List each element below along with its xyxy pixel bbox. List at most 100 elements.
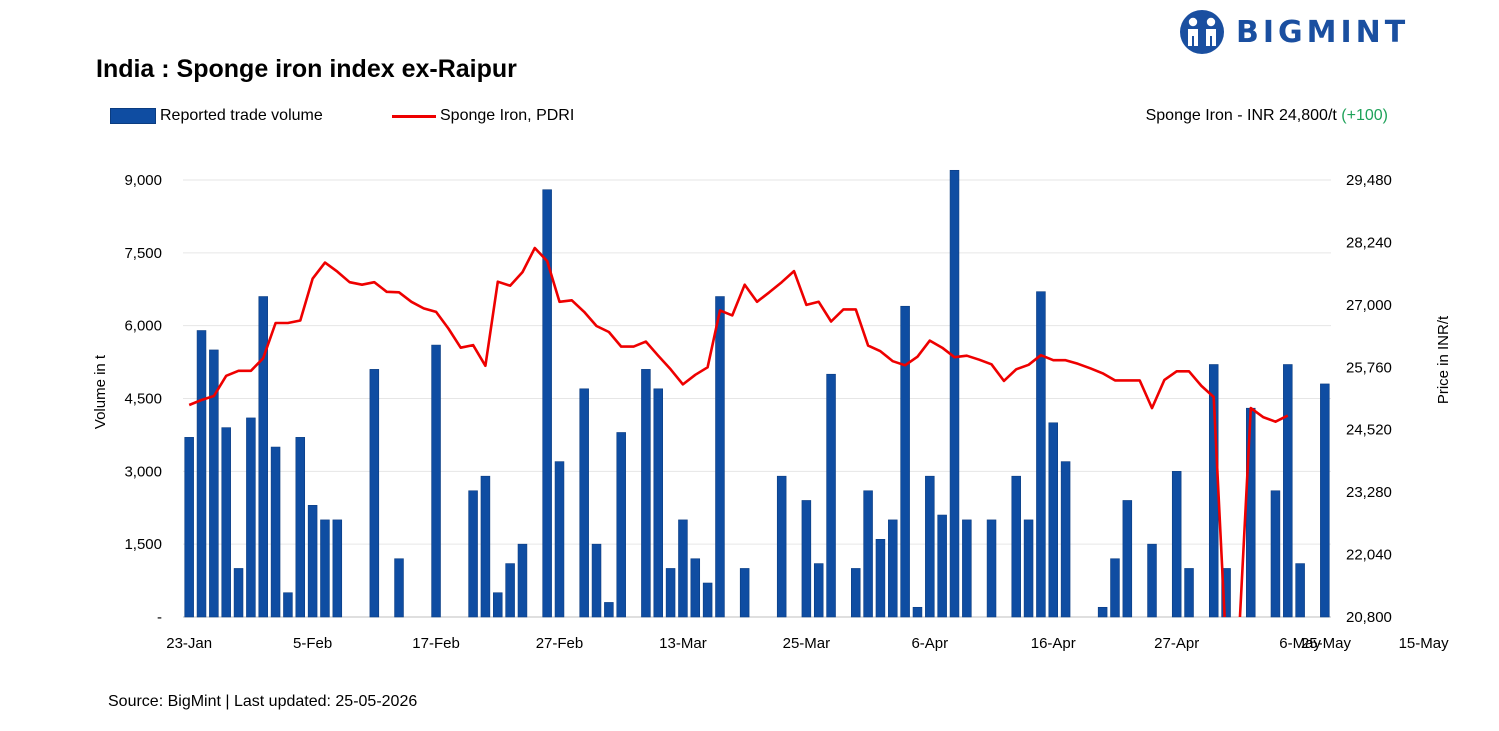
y-axis-label: Volume in t — [92, 354, 109, 429]
volume-bar — [912, 606, 923, 618]
y-tick-label: - — [157, 609, 162, 626]
volume-bar — [1147, 543, 1157, 618]
legend-line-swatch — [392, 114, 436, 118]
price-change: (+100) — [1341, 107, 1388, 124]
x-tick-label: 25-Mar — [783, 635, 831, 652]
volume-bar — [307, 505, 318, 618]
volume-bar — [394, 558, 404, 618]
volume-bar — [739, 568, 750, 618]
volume-bar — [813, 563, 824, 618]
volume-bar — [295, 437, 306, 618]
volume-bar — [221, 427, 231, 618]
volume-bar — [690, 558, 701, 618]
volume-bar — [1036, 291, 1046, 618]
volume-bar — [246, 417, 256, 618]
x-tick-label: 6-May — [1279, 635, 1321, 652]
volume-bar — [863, 490, 873, 618]
volume-bars — [184, 169, 1330, 618]
x-tick-label: 23-Jan — [166, 635, 212, 652]
legend-label-price: Sponge Iron, PDRI — [440, 107, 575, 124]
volume-bar — [196, 330, 207, 618]
volume-bar — [233, 568, 244, 618]
volume-bar — [332, 519, 343, 618]
volume-bar — [801, 500, 812, 618]
bigmint-logo-icon — [1180, 10, 1224, 54]
price-line-group — [188, 246, 1289, 617]
volume-bar — [925, 475, 935, 618]
volume-bar — [1122, 500, 1133, 618]
volume-bar — [702, 582, 713, 618]
volume-bar — [493, 592, 503, 618]
volume-bar — [1110, 558, 1120, 618]
gridlines — [183, 179, 1331, 618]
volume-bar — [851, 568, 861, 618]
y-tick-label: 6,000 — [124, 318, 162, 335]
volume-bar — [1295, 563, 1305, 618]
volume-bar — [184, 437, 194, 618]
legend-bar-swatch — [110, 108, 156, 124]
x-tick-label: 27-Feb — [536, 635, 584, 652]
volume-bar — [505, 563, 515, 618]
volume-bar — [517, 543, 528, 618]
y-tick-label: 4,500 — [124, 391, 162, 408]
y-tick-label: 9,000 — [124, 172, 162, 189]
x-tick-label: 17-Feb — [412, 635, 460, 652]
volume-bar — [258, 296, 268, 618]
volume-bar — [209, 349, 219, 618]
brand-logo: BIGMINT — [1178, 8, 1409, 56]
volume-bar — [776, 475, 787, 618]
volume-bar — [369, 369, 380, 618]
x-tick-label: 13-Mar — [659, 635, 707, 652]
volume-bar — [1023, 519, 1034, 618]
volume-bar — [542, 189, 552, 618]
volume-bar — [616, 432, 626, 618]
volume-bar — [468, 490, 478, 618]
volume-bar — [826, 373, 836, 618]
volume-bar — [900, 305, 910, 618]
legend-item-volume: Reported trade volume — [110, 107, 323, 125]
volume-bar — [949, 169, 960, 618]
x-tick-label: 25-May — [1301, 635, 1352, 652]
volume-bar — [986, 519, 997, 618]
volume-bar — [653, 388, 663, 618]
y2-tick-label: 29,480 — [1346, 172, 1392, 189]
volume-bar — [1097, 606, 1108, 618]
y2-tick-label: 23,280 — [1346, 484, 1392, 501]
volume-bar — [1320, 383, 1330, 618]
volume-bar — [641, 369, 651, 618]
volume-bar — [1011, 475, 1021, 618]
price-summary-text: Sponge Iron - INR 24,800/t — [1145, 107, 1337, 124]
legend-item-price: Sponge Iron, PDRI — [392, 107, 574, 125]
volume-bar — [1060, 461, 1071, 618]
y-tick-label: 1,500 — [124, 536, 162, 553]
volume-bar — [480, 475, 491, 618]
y2-tick-label: 24,520 — [1346, 422, 1392, 439]
y-tick-label: 7,500 — [124, 245, 162, 262]
volume-bar — [715, 296, 725, 618]
volume-bar — [604, 602, 614, 618]
volume-bar — [678, 519, 688, 618]
volume-bar — [1283, 364, 1293, 618]
volume-bar — [937, 514, 947, 618]
y-tick-label: 3,000 — [124, 463, 162, 480]
volume-bar — [270, 446, 281, 618]
volume-bar — [579, 388, 589, 618]
source-note: Source: BigMint | Last updated: 25-05-20… — [108, 693, 418, 710]
volume-bar — [1171, 471, 1182, 618]
y2-axis-label: Price in INR/t — [1435, 315, 1452, 404]
volume-bar — [320, 519, 330, 618]
y2-tick-label: 28,240 — [1346, 234, 1392, 251]
volume-bar — [591, 543, 602, 618]
y2-tick-label: 20,800 — [1346, 609, 1392, 626]
brand-name: BIGMINT — [1236, 14, 1410, 50]
volume-bar — [1270, 490, 1281, 618]
y2-tick-label: 25,760 — [1346, 359, 1392, 376]
volume-bar — [962, 519, 972, 618]
volume-bar — [1246, 407, 1256, 618]
x-tick-label: 16-Apr — [1031, 635, 1076, 652]
x-tick-label: 6-Apr — [911, 635, 948, 652]
volume-bar — [1184, 568, 1194, 618]
volume-bar — [554, 461, 565, 618]
x-tick-label: 5-Feb — [293, 635, 332, 652]
